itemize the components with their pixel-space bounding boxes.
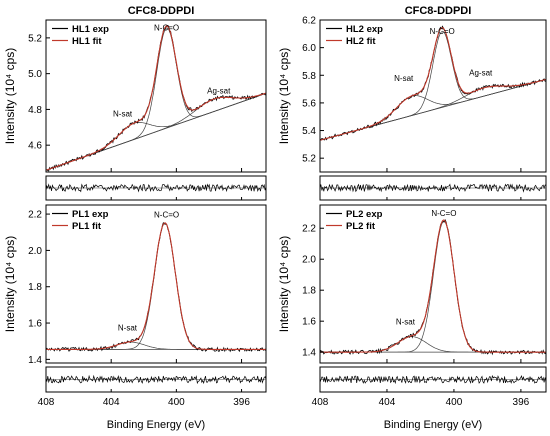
legend-entry: HL2 exp (346, 24, 383, 35)
y-tick-label: 1.8 (28, 282, 42, 293)
residual-panel (45, 175, 267, 201)
y-tick-label: 5.8 (302, 71, 316, 82)
residual-line (45, 374, 267, 385)
x-axis-label-right: Binding Energy (eV) (384, 419, 482, 431)
plot-area (320, 25, 546, 141)
y-axis-label: Intensity (10⁴ cps) (3, 48, 17, 145)
legend-entry: PL2 exp (346, 209, 383, 220)
peak-annotation: N-C=O (154, 24, 179, 33)
chart-title: CFC8-DDPDI (128, 5, 195, 17)
x-tick-label: 400 (446, 397, 463, 408)
x-tick-label: 408 (38, 397, 55, 408)
peak-annotation: N-sat (394, 74, 414, 83)
residual-panel (319, 366, 547, 393)
x-tick-label: 396 (513, 397, 530, 408)
peak-annotation: N-sat (396, 317, 416, 326)
peak-annotation: N-sat (118, 323, 138, 332)
chart-title: CFC8-DDPDI (405, 5, 472, 17)
component-n-c-o-line (46, 222, 266, 350)
x-tick-label: 396 (233, 397, 250, 408)
peak-annotation: N-C=O (430, 27, 455, 36)
panel-1: 4.6 4.8 5.0 5.2 Intensity (10⁴ cps) CFC8-DDPD… (3, 5, 267, 201)
y-tick-label: 1.8 (302, 286, 316, 297)
y-tick-label: 6.2 (302, 16, 316, 27)
legend-entry: PL2 fit (346, 221, 376, 232)
plot-frame (319, 19, 547, 173)
y-axis-label: Intensity (10⁴ cps) (277, 48, 291, 145)
plot-frame (45, 204, 267, 364)
fit-series-line (46, 222, 266, 350)
fit-series-line (320, 27, 546, 141)
fit-series-line (320, 219, 546, 353)
x-tick-label: 404 (379, 397, 396, 408)
y-tick-label: 5.2 (28, 33, 42, 44)
peak-annotation: Ag-sat (469, 68, 493, 77)
y-tick-label: 2.2 (28, 210, 42, 221)
y-tick-label: 6.0 (302, 43, 316, 54)
peak-annotation: N-sat (113, 110, 133, 119)
plot-area (320, 219, 546, 356)
y-tick-label: 2.0 (28, 246, 42, 257)
y-axis-label: Intensity (10⁴ cps) (3, 236, 17, 333)
y-tick-label: 5.4 (302, 126, 316, 137)
peak-annotation: N-C=O (431, 209, 456, 218)
plot-area (46, 24, 266, 172)
exp-series-line (320, 219, 546, 356)
panel-4: 1.4 1.6 1.8 2.0 2.2 408 404 400 396 Intensity (10… (277, 204, 547, 408)
peak-annotation: N-C=O (154, 211, 179, 220)
legend-entry: HL2 fit (346, 36, 376, 47)
y-tick-label: 1.4 (302, 348, 316, 359)
legend-entry: HL1 fit (72, 36, 102, 47)
y-tick-label: 4.8 (28, 105, 42, 116)
residual-line (45, 183, 267, 193)
y-tick-label: 1.6 (302, 317, 316, 328)
y-tick-label: 5.2 (302, 154, 316, 165)
component-n-c-o-line (320, 221, 546, 353)
y-tick-label: 1.6 (28, 319, 42, 330)
residual-line (319, 183, 547, 193)
x-tick-label: 408 (312, 397, 329, 408)
panel-2: 5.2 5.4 5.6 5.8 6.0 6.2 Intensity (10⁴ cps) CFC… (277, 5, 547, 201)
plot-area (46, 222, 266, 353)
legend-entry: PL1 exp (72, 209, 109, 220)
plot-frame (45, 19, 267, 173)
y-axis-label: Intensity (10⁴ cps) (277, 236, 291, 333)
y-tick-label: 5.6 (302, 98, 316, 109)
exp-series-line (46, 222, 266, 353)
legend-entry: HL1 exp (72, 24, 109, 35)
residual-line (319, 374, 547, 385)
residual-panel (45, 366, 267, 393)
plot-frame (319, 204, 547, 364)
x-tick-label: 400 (168, 397, 185, 408)
panel-3: 1.4 1.6 1.8 2.0 2.2 408 404 400 396 Intensity (10… (3, 204, 267, 408)
legend-entry: PL1 fit (72, 221, 102, 232)
peak-annotation: Ag-sat (207, 86, 231, 95)
y-tick-label: 4.6 (28, 141, 42, 152)
y-tick-label: 2.0 (302, 255, 316, 266)
y-tick-label: 5.0 (28, 69, 42, 80)
x-tick-label: 404 (103, 397, 120, 408)
y-tick-label: 1.4 (28, 355, 42, 366)
y-tick-label: 2.2 (302, 224, 316, 235)
fit-series-line (46, 25, 266, 171)
component-n-sat-line (320, 336, 546, 353)
residual-panel (319, 175, 547, 201)
x-axis-label-left: Binding Energy (eV) (107, 419, 205, 431)
